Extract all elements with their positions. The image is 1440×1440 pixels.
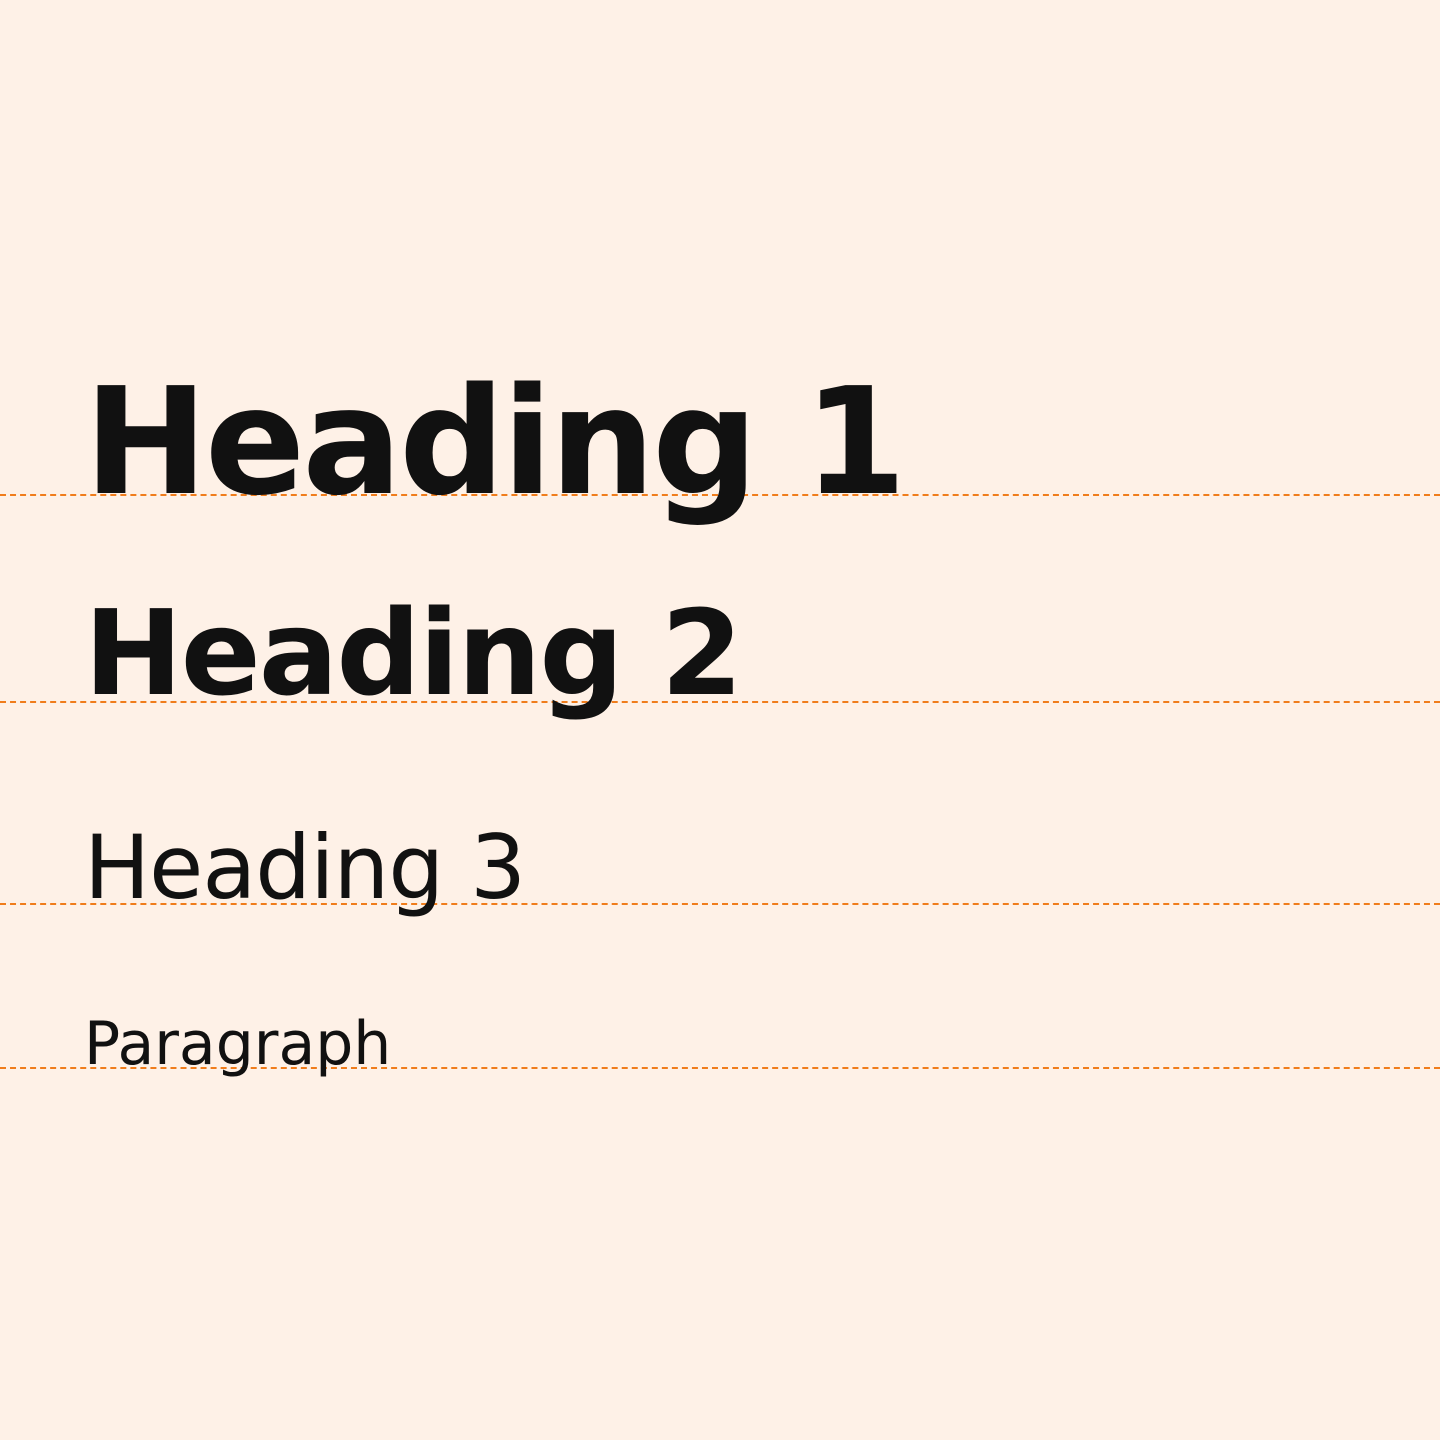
baseline-guide-paragraph bbox=[0, 1067, 1440, 1069]
heading-3-sample: Heading 3 bbox=[84, 816, 526, 919]
heading-1-sample: Heading 1 bbox=[84, 356, 907, 528]
baseline-guide-heading-3 bbox=[0, 903, 1440, 905]
baseline-guide-heading-1 bbox=[0, 494, 1440, 496]
baseline-guide-heading-2 bbox=[0, 701, 1440, 703]
heading-2-sample: Heading 2 bbox=[84, 584, 743, 722]
paragraph-sample: Paragraph bbox=[84, 1009, 392, 1079]
